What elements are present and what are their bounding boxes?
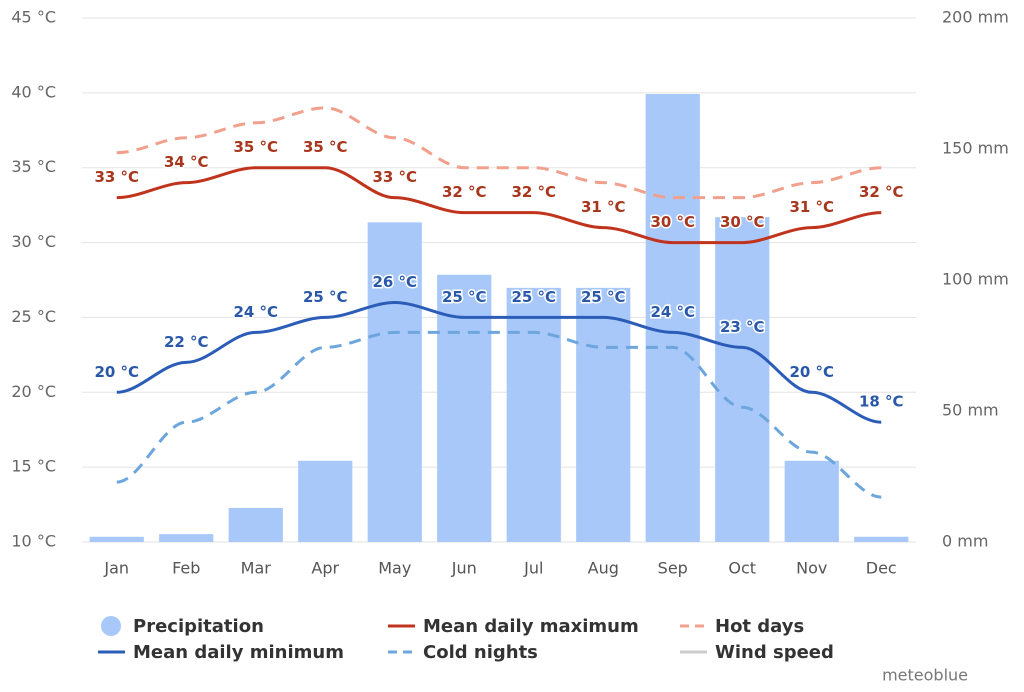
credit: meteoblue (882, 666, 968, 685)
legend-label: Hot days (715, 616, 804, 637)
precipitation-bar (854, 536, 909, 542)
y-tick-label: 30 °C (11, 232, 56, 251)
x-tick-label: Jul (523, 559, 543, 578)
line-series (116, 300, 882, 424)
x-tick-label: Jan (103, 559, 129, 578)
y2-tick-label: 50 mm (942, 401, 999, 420)
precipitation-bar (298, 460, 353, 542)
y-tick-label: 15 °C (11, 457, 56, 476)
data-label: 35 °C (303, 138, 348, 156)
legend-label: Cold nights (423, 642, 538, 663)
y-tick-label: 35 °C (11, 157, 56, 176)
legend-item[interactable]: Hot days (680, 616, 804, 637)
y-tick-label: 20 °C (11, 382, 56, 401)
line-series (116, 330, 882, 499)
data-label: 26 °C (372, 273, 417, 291)
data-label: 34 °C (164, 153, 209, 171)
x-tick-label: Jun (451, 559, 477, 578)
data-label: 33 °C (372, 168, 417, 186)
precipitation-bar (506, 287, 561, 542)
precipitation-bar (367, 222, 422, 543)
legend-item[interactable]: Precipitation (101, 616, 264, 637)
data-label: 30 °C (720, 213, 765, 231)
data-label: 30 °C (650, 213, 695, 231)
legend-label: Wind speed (715, 642, 834, 663)
data-label: 32 °C (511, 183, 556, 201)
precipitation-bar (645, 93, 700, 542)
line-series (116, 166, 882, 245)
legend-item[interactable]: Wind speed (680, 642, 834, 663)
data-label: 25 °C (442, 288, 487, 306)
x-tick-label: Aug (588, 559, 619, 578)
precipitation-bar (89, 536, 144, 542)
legend-symbol (101, 616, 121, 636)
data-label: 20 °C (94, 363, 139, 381)
data-label: 32 °C (859, 183, 904, 201)
precipitation-bar (784, 460, 839, 542)
x-tick-label: Nov (796, 559, 827, 578)
data-label: 31 °C (789, 198, 834, 216)
precipitation-bar (228, 507, 283, 542)
data-label: 25 °C (303, 288, 348, 306)
y2-tick-label: 150 mm (942, 139, 1009, 158)
legend-label: Precipitation (133, 616, 264, 637)
legend-item[interactable]: Cold nights (388, 642, 538, 663)
precipitation-bar (715, 217, 770, 542)
precipitation-bar (576, 287, 631, 542)
legend-label: Mean daily minimum (133, 642, 344, 663)
legend-item[interactable]: Mean daily minimum (98, 642, 344, 663)
data-label: 32 °C (442, 183, 487, 201)
precipitation-bar (159, 534, 214, 542)
data-label: 24 °C (233, 303, 278, 321)
x-tick-label: Feb (172, 559, 200, 578)
data-label: 22 °C (164, 333, 209, 351)
y-tick-label: 45 °C (11, 8, 56, 27)
y2-tick-label: 200 mm (942, 8, 1009, 27)
data-label: 35 °C (233, 138, 278, 156)
precipitation-bar (437, 274, 492, 542)
data-label: 31 °C (581, 198, 626, 216)
x-tick-label: Oct (728, 559, 756, 578)
data-label: 33 °C (94, 168, 139, 186)
x-tick-label: May (378, 559, 411, 578)
y-tick-label: 25 °C (11, 307, 56, 326)
data-label: 18 °C (859, 393, 904, 411)
data-label: 24 °C (650, 303, 695, 321)
line-series (116, 106, 882, 200)
data-label: 25 °C (511, 288, 556, 306)
x-tick-label: Dec (866, 559, 897, 578)
y2-tick-label: 0 mm (942, 532, 988, 551)
data-label: 23 °C (720, 318, 765, 336)
y2-tick-label: 100 mm (942, 270, 1009, 289)
x-tick-label: Mar (241, 559, 272, 578)
y-tick-label: 40 °C (11, 82, 56, 101)
legend-label: Mean daily maximum (423, 616, 639, 637)
x-tick-label: Sep (658, 559, 688, 578)
y-tick-label: 10 °C (11, 532, 56, 551)
data-label: 20 °C (789, 363, 834, 381)
legend-item[interactable]: Mean daily maximum (388, 616, 639, 637)
data-label: 25 °C (581, 288, 626, 306)
x-tick-label: Apr (311, 559, 339, 578)
